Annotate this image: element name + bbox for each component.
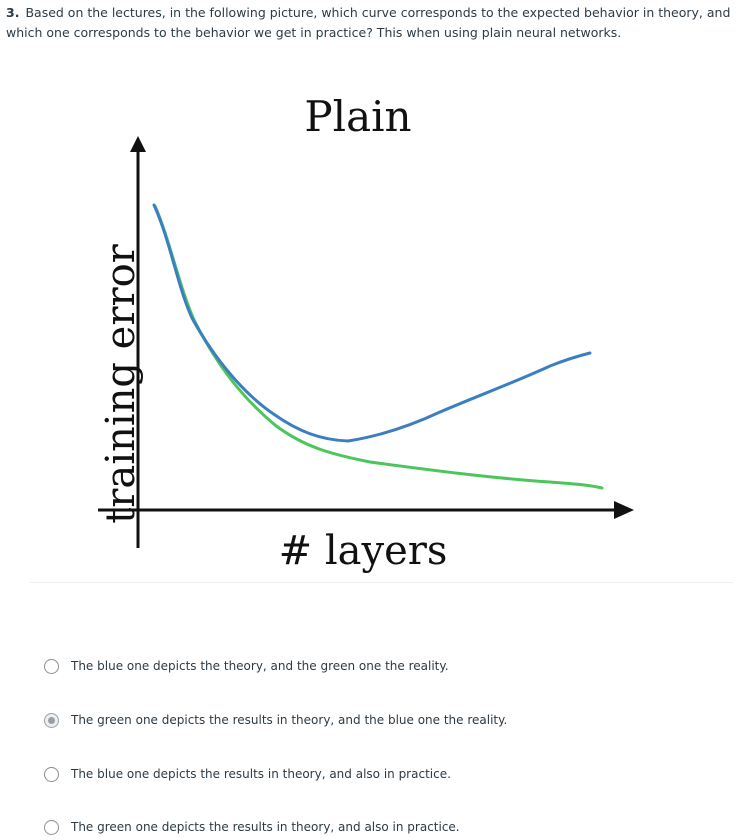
answer-option-3[interactable]: The blue one depicts the results in theo… bbox=[44, 763, 451, 785]
training-error-plot: Plain training error # layers bbox=[98, 92, 634, 574]
figure-title: Plain bbox=[304, 92, 411, 141]
y-axis-label: training error bbox=[98, 243, 144, 523]
answer-label-1: The blue one depicts the theory, and the… bbox=[71, 659, 449, 673]
answer-option-4[interactable]: The green one depicts the results in the… bbox=[44, 816, 460, 838]
green-curve bbox=[153, 204, 604, 490]
question-number: 3. bbox=[6, 5, 20, 20]
y-axis-arrowhead bbox=[130, 136, 146, 152]
x-axis-arrowhead bbox=[614, 501, 634, 519]
radio-button-3[interactable] bbox=[44, 766, 59, 782]
answer-label-3: The blue one depicts the results in theo… bbox=[71, 767, 451, 781]
x-axis-label: # layers bbox=[279, 528, 448, 574]
answer-option-1[interactable]: The blue one depicts the theory, and the… bbox=[44, 655, 449, 677]
radio-button-2[interactable] bbox=[44, 712, 59, 728]
question-text: Based on the lectures, in the following … bbox=[6, 5, 731, 40]
radio-button-1[interactable] bbox=[44, 658, 59, 674]
answer-label-2: The green one depicts the results in the… bbox=[71, 713, 508, 727]
answer-option-2[interactable]: The green one depicts the results in the… bbox=[44, 709, 507, 731]
radio-button-4[interactable] bbox=[44, 819, 59, 835]
answer-label-4: The green one depicts the results in the… bbox=[71, 820, 460, 834]
blue-curve bbox=[152, 203, 592, 443]
question-figure: Plain training error # layers bbox=[30, 60, 733, 583]
question: 3. Based on the lectures, in the followin… bbox=[6, 3, 736, 43]
